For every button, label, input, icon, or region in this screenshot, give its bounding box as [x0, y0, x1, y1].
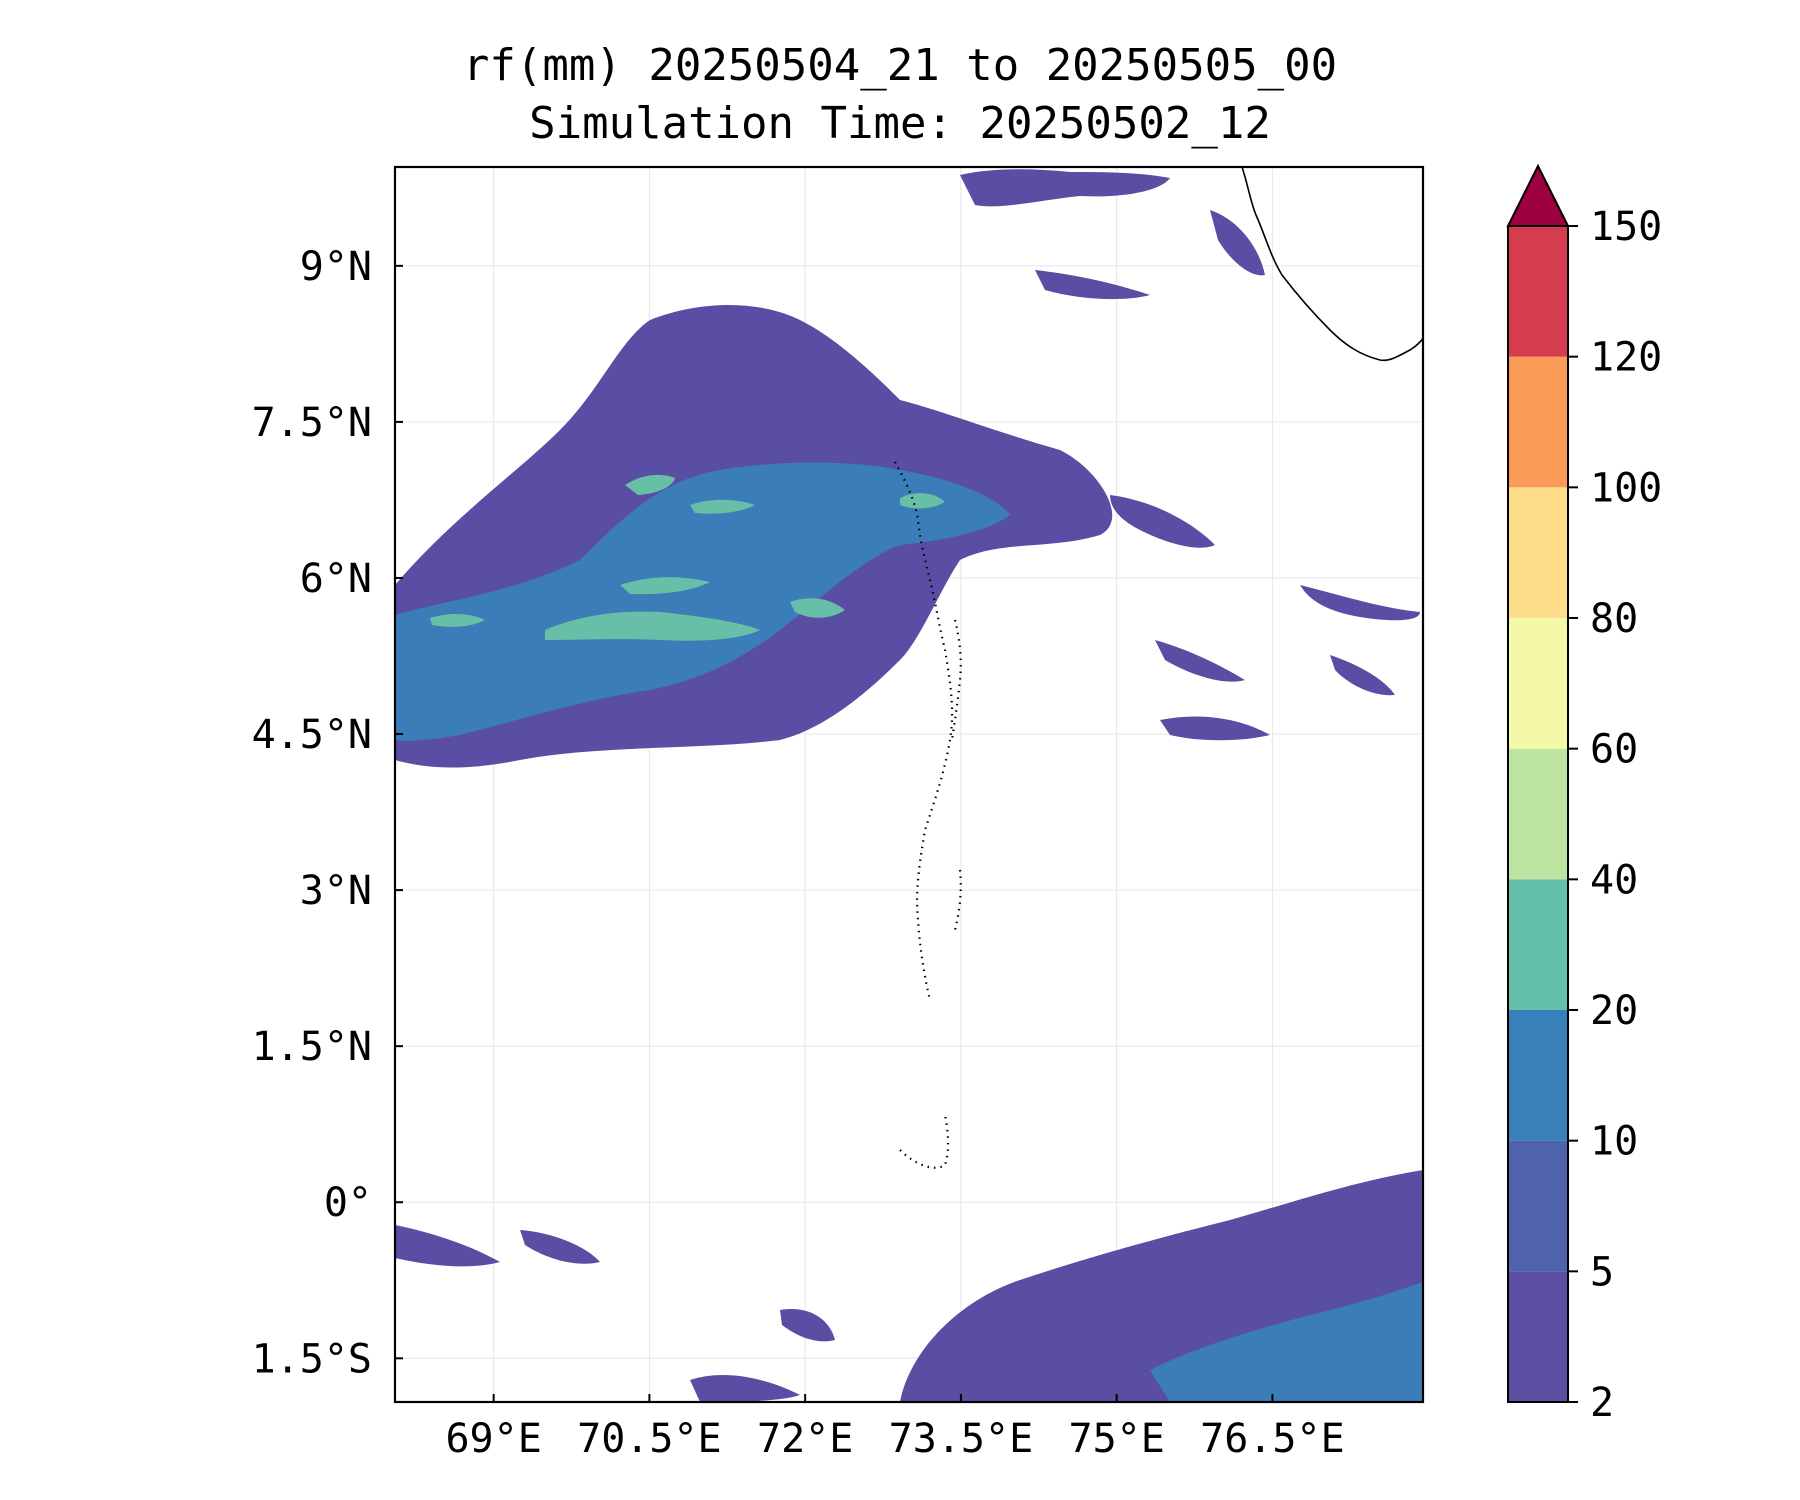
colorbar-segment [1508, 748, 1568, 880]
y-tick-label: 1.5°S [252, 1336, 372, 1382]
x-tick-label: 75°E [1069, 1416, 1165, 1462]
rain-area-north-top-b [1210, 210, 1265, 276]
x-tick-label: 73.5°E [889, 1416, 1034, 1462]
rain-area-southwest [395, 1225, 500, 1267]
y-tick-label: 7.5°N [252, 400, 372, 446]
y-axis-ticks: 9°N 7.5°N 6°N 4.5°N 3°N 1.5°N 0° 1.5°S [252, 244, 403, 1382]
coastline [894, 167, 1423, 1169]
colorbar-tick-label: 2 [1590, 1380, 1614, 1426]
rain-area-east-1 [1110, 495, 1215, 548]
x-tick-label: 76.5°E [1200, 1416, 1345, 1462]
colorbar-segment [1508, 1271, 1568, 1402]
x-axis-ticks: 69°E 70.5°E 72°E 73.5°E 75°E 76.5°E [445, 1394, 1345, 1462]
rain-area-north-20b [625, 474, 675, 495]
x-tick-label: 72°E [757, 1416, 853, 1462]
y-tick-label: 3°N [300, 868, 372, 914]
rain-area-north-20g [430, 614, 485, 627]
rain-area-north-top [960, 169, 1170, 207]
rain-area-east-2 [1300, 585, 1420, 621]
rain-area-southwest-b [520, 1230, 600, 1264]
rain-area-south-10 [1150, 1282, 1423, 1402]
y-tick-label: 9°N [300, 244, 372, 290]
rain-area-south-center [780, 1309, 835, 1342]
colorbar-tick-label: 10 [1590, 1119, 1638, 1165]
colorbar-segment [1508, 356, 1568, 488]
colorbar-segment [1508, 879, 1568, 1010]
rain-area-north-20e [790, 598, 845, 618]
colorbar-segment [1508, 1140, 1568, 1272]
colorbar-segment [1508, 226, 1568, 357]
colorbar-segment [1508, 618, 1568, 749]
colorbar-tick-label: 5 [1590, 1249, 1614, 1295]
colorbar-tick-label: 120 [1590, 335, 1662, 381]
map-frame [393, 165, 1425, 1404]
rain-area-east-5 [1330, 655, 1395, 696]
rain-area-north-10 [395, 462, 1010, 741]
colorbar-tick-label: 150 [1590, 204, 1662, 250]
coastline-india [1241, 167, 1423, 362]
chart-subtitle: Simulation Time: 20250502_12 [529, 98, 1271, 149]
colorbar-extend-arrow [1506, 163, 1570, 227]
chart-title: rf(mm) 20250504_21 to 20250505_00 [462, 40, 1338, 91]
map-background [395, 167, 1423, 1402]
map-plot-area [395, 167, 1423, 1402]
rain-area-east-4 [1155, 640, 1245, 682]
y-tick-label: 1.5°N [252, 1024, 372, 1070]
rain-area-north-20f [900, 493, 945, 509]
y-tick-label: 0° [324, 1180, 372, 1226]
rain-area-north-20d [620, 577, 710, 595]
y-tick-label: 6°N [300, 556, 372, 602]
rain-area-east-6 [1035, 270, 1150, 300]
x-tick-label: 69°E [445, 1416, 541, 1462]
colorbar: 2 5 10 20 40 60 80 100 120 150 [1506, 163, 1662, 1426]
colorbar-segment [1508, 487, 1568, 618]
rain-area-south-mid [690, 1375, 800, 1402]
colorbar-frame [1507, 225, 1569, 1403]
colorbar-tick-label: 100 [1590, 465, 1662, 511]
y-tick-label: 4.5°N [252, 712, 372, 758]
rain-area-east-3 [1160, 716, 1270, 741]
maldives-atolls [894, 461, 954, 1001]
colorbar-tick-label: 60 [1590, 727, 1638, 773]
colorbar-tick-label: 80 [1590, 596, 1638, 642]
rainfall-contours [395, 169, 1423, 1402]
rain-area-north-20a [545, 611, 760, 641]
rain-area-north-20c [690, 499, 755, 514]
colorbar-tick-label: 20 [1590, 988, 1638, 1034]
colorbar-segment [1508, 1010, 1568, 1141]
x-tick-label: 70.5°E [577, 1416, 722, 1462]
colorbar-tick-label: 40 [1590, 857, 1638, 903]
